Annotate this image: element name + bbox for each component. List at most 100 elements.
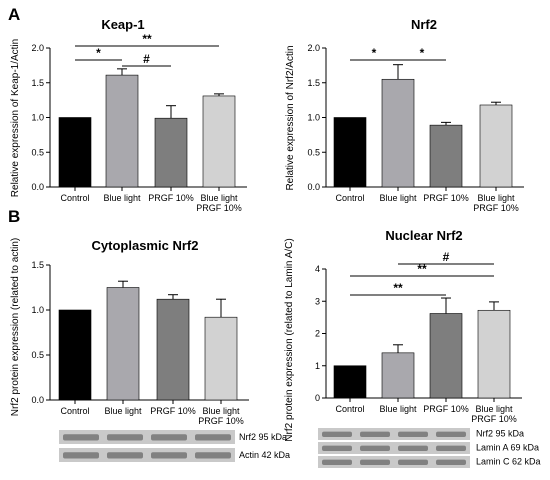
bar-3: [429, 124, 463, 188]
blot-label: Nrf2 95 kDa: [239, 432, 287, 442]
chart-title: Nrf2: [411, 17, 437, 32]
blot-band: [398, 445, 428, 451]
category-label: PRGF 10%: [198, 416, 244, 426]
bar-2: [381, 352, 415, 399]
category-label: Control: [60, 406, 89, 416]
y-tick-label: 2.0: [307, 43, 320, 53]
panel-letter-a: A: [8, 5, 20, 24]
chart-4: Nuclear Nrf2 Nrf2 protein expression (rel…: [284, 228, 522, 442]
blot-band: [398, 431, 428, 437]
bar-4: [204, 316, 238, 401]
blot-strip: [318, 442, 470, 454]
significance-label: **: [142, 32, 152, 46]
bar-3: [154, 117, 188, 188]
category-label: PRGF 10%: [471, 414, 517, 424]
category-label: Blue light: [477, 193, 515, 203]
panel-letter-b: B: [8, 207, 20, 226]
y-tick-label: 1.0: [31, 305, 44, 315]
blot-band: [360, 431, 390, 437]
blot-band: [322, 431, 352, 437]
significance-label: *: [96, 46, 101, 60]
y-tick-label: 2.0: [31, 43, 44, 53]
bar-3: [429, 313, 463, 399]
significance-label: *: [372, 46, 377, 60]
significance-label: #: [443, 250, 450, 264]
y-tick-label: 0.5: [31, 147, 44, 157]
blot-band: [63, 434, 99, 441]
category-label: PRGF 10%: [423, 193, 469, 203]
bar-4: [477, 309, 511, 399]
category-label: Blue light: [103, 193, 141, 203]
blot-label: Nrf2 95 kDa: [476, 429, 524, 439]
category-label: Control: [60, 193, 89, 203]
bar-2: [105, 74, 139, 188]
blot-band: [63, 452, 99, 459]
y-axis-label: Nrf2 protein expression (related to acti…: [10, 238, 21, 416]
blot-band: [436, 431, 466, 437]
blot-band: [322, 445, 352, 451]
category-label: PRGF 10%: [473, 203, 519, 213]
bar-1: [333, 117, 367, 188]
blot-strip: [318, 428, 470, 440]
y-tick-label: 1.0: [307, 113, 320, 123]
category-label: PRGF 10%: [423, 404, 469, 414]
bar-1: [333, 365, 367, 399]
y-tick-label: 1.0: [31, 113, 44, 123]
significance-label: #: [143, 52, 150, 66]
western-blots: Nrf2 95 kDa Actin 42 kDa Nrf2 95 kDa Lamin …: [59, 428, 541, 468]
blot-band: [107, 434, 143, 441]
y-tick-label: 0.5: [31, 350, 44, 360]
y-tick-label: 0.0: [31, 182, 44, 192]
category-label: PRGF 10%: [150, 406, 196, 416]
y-tick-label: 1: [315, 361, 320, 371]
blot-band: [398, 459, 428, 465]
y-tick-label: 1.5: [31, 260, 44, 270]
blot-label: Actin 42 kDa: [239, 450, 290, 460]
y-tick-label: 4: [315, 264, 320, 274]
category-label: Blue light: [379, 404, 417, 414]
bar-1: [58, 117, 92, 188]
category-label: Blue light: [104, 406, 142, 416]
blot-band: [195, 434, 231, 441]
y-tick-label: 2: [315, 329, 320, 339]
bar-2: [381, 78, 415, 188]
bar-4: [202, 95, 236, 188]
blot-strip: [318, 456, 470, 468]
y-tick-label: 0.0: [31, 395, 44, 405]
chart-1: Keap-1 Relative expression of Keap-1/Acti…: [10, 17, 247, 213]
category-label: Blue light: [379, 193, 417, 203]
blot-strip: [59, 430, 235, 444]
category-label: PRGF 10%: [196, 203, 242, 213]
blot-band: [195, 452, 231, 459]
bar-4: [479, 104, 513, 188]
chart-title: Keap-1: [101, 17, 144, 32]
chart-2: Nrf2 Relative expression of Nrf2/Actin 0.0…: [285, 17, 524, 213]
category-label: Blue light: [475, 404, 513, 414]
y-axis-label: Nrf2 protein expression (related to Lami…: [284, 238, 295, 441]
y-tick-label: 1.5: [31, 78, 44, 88]
y-axis-label: Relative expression of Keap-1/Actin: [10, 39, 21, 197]
y-axis-label: Relative expression of Nrf2/Actin: [285, 45, 296, 190]
blot-band: [151, 452, 187, 459]
charts-group: Keap-1 Relative expression of Keap-1/Acti…: [10, 17, 524, 442]
category-label: PRGF 10%: [148, 193, 194, 203]
y-tick-label: 3: [315, 296, 320, 306]
blot-label: Lamin C 62 kDa: [476, 457, 541, 467]
bar-3: [156, 298, 190, 401]
y-tick-label: 1.5: [307, 78, 320, 88]
blot-band: [360, 459, 390, 465]
chart-title: Cytoplasmic Nrf2: [92, 238, 199, 253]
blot-strip: [59, 448, 235, 462]
y-tick-label: 0: [315, 393, 320, 403]
chart-title: Nuclear Nrf2: [385, 228, 462, 243]
blot-label: Lamin A 69 kDa: [476, 443, 539, 453]
blot-band: [322, 459, 352, 465]
significance-label: **: [393, 281, 403, 295]
significance-label: **: [417, 262, 427, 276]
significance-label: *: [420, 46, 425, 60]
bar-2: [106, 287, 140, 401]
y-tick-label: 0.5: [307, 147, 320, 157]
blot-band: [436, 445, 466, 451]
blot-band: [436, 459, 466, 465]
